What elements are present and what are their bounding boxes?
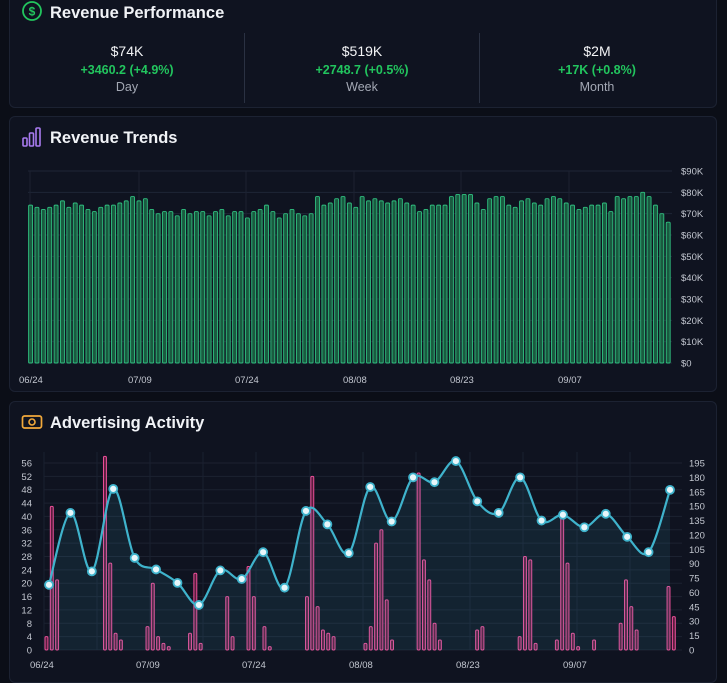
stat-change: +17K (+0.8%) bbox=[558, 63, 636, 77]
stat-value: $2M bbox=[583, 43, 611, 59]
stat-period: Day bbox=[115, 80, 139, 94]
revenue-performance-card: $ Revenue Performance $74K +3460.2 (+4.9… bbox=[9, 0, 717, 108]
stat-month: $2M +17K (+0.8%) Month bbox=[480, 43, 714, 94]
stat-change: +3460.2 (+4.9%) bbox=[80, 63, 174, 77]
revenue-performance-title: Revenue Performance bbox=[50, 4, 225, 22]
stat-week: $519K +2748.7 (+0.5%) Week bbox=[245, 43, 479, 94]
bar-chart-icon bbox=[21, 126, 43, 153]
advertising-activity-card: Advertising Activity bbox=[9, 401, 717, 683]
dollar-circle-icon: $ bbox=[21, 0, 43, 27]
revenue-trends-card: Revenue Trends bbox=[9, 116, 717, 392]
stat-value: $519K bbox=[341, 43, 383, 59]
stat-period: Week bbox=[346, 80, 378, 94]
revenue-trends-title: Revenue Trends bbox=[50, 129, 178, 147]
svg-text:$: $ bbox=[29, 5, 36, 19]
stat-value: $74K bbox=[110, 43, 144, 59]
stat-change: +2748.7 (+0.5%) bbox=[315, 63, 409, 77]
advertising-activity-title: Advertising Activity bbox=[50, 414, 205, 432]
stat-period: Month bbox=[579, 80, 615, 94]
stat-divider bbox=[479, 33, 480, 103]
money-bill-icon bbox=[21, 413, 43, 436]
stat-day: $74K +3460.2 (+4.9%) Day bbox=[10, 43, 244, 94]
stat-divider bbox=[244, 33, 245, 103]
